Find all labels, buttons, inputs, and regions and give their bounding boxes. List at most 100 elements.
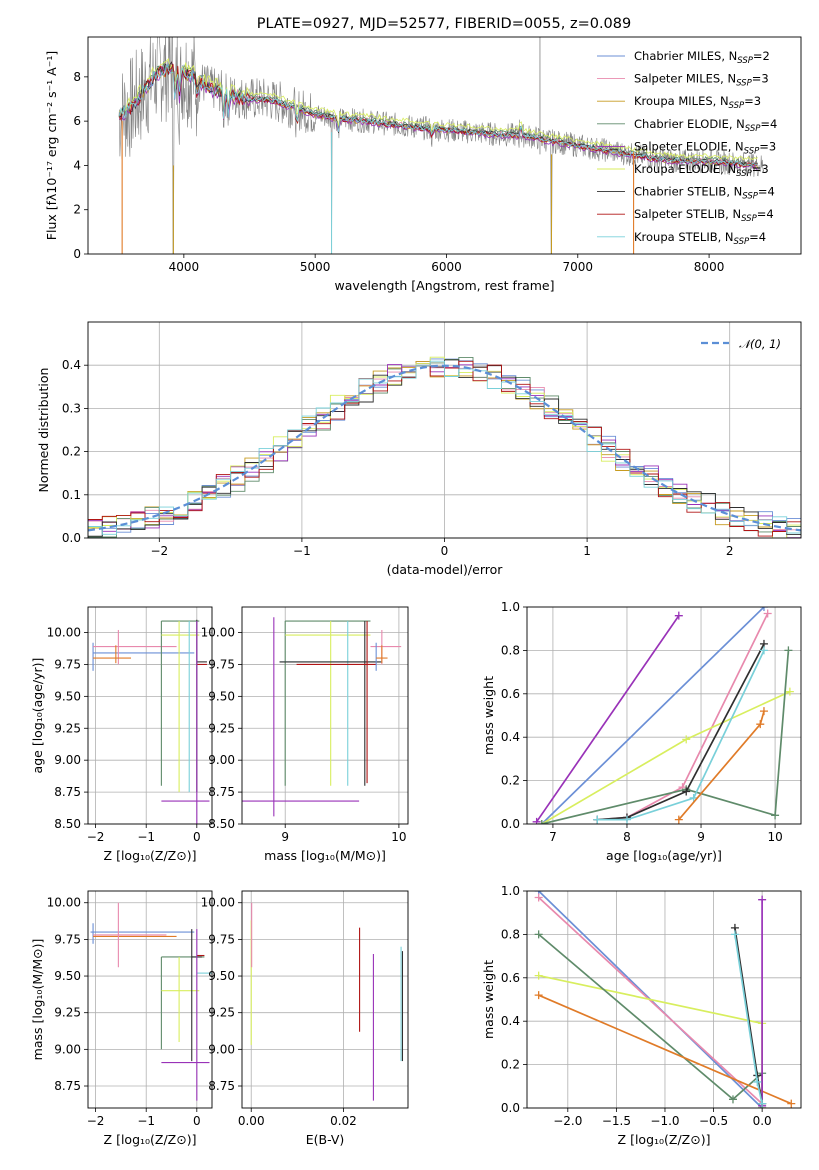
normal-curve [88, 364, 801, 532]
xtick-label-age_vs_Z-0: −2 [87, 830, 105, 844]
legend-label-suffix-kroupa_elodie: =3 [752, 162, 769, 176]
ytick-label-weight_vs_Z-2: 0.4 [501, 1014, 520, 1028]
legend-label-suffix-kroupa_stelib: =4 [749, 230, 766, 244]
ylabel-residuals: Normed distribution [36, 368, 51, 493]
weight_vs_age-line-chabrier_miles-1 [541, 607, 765, 824]
ytick-label-mass_vs_Z-5: 10.00 [47, 896, 81, 910]
ytick-label-residuals-0: 0.0 [62, 531, 81, 545]
legend-label-suffix-salpeter_elodie: =3 [759, 139, 776, 153]
ytick-label-mass_vs_Z-1: 9.00 [54, 1042, 81, 1056]
legend-label-main-kroupa_miles: Kroupa MILES, N [634, 94, 729, 108]
ytick-label-age_vs_mass-1: 8.75 [208, 785, 235, 799]
content-mass_vs_Z [90, 902, 212, 1101]
xtick-label-age_vs_mass-0: 9 [281, 830, 289, 844]
frame-residuals [87, 321, 802, 539]
ytick-label-age_vs_Z-2: 9.00 [54, 753, 81, 767]
legend-label-suffix-salpeter_miles: =3 [752, 72, 769, 86]
legend-label-main-kroupa_stelib: Kroupa STELIB, N [634, 230, 734, 244]
xtick-label-weight_vs_Z-2: −1.0 [650, 1114, 679, 1128]
weight_vs_age-marker-chabrier_miles-1-1 [759, 607, 768, 611]
weight_vs_Z-marker-orange-4-0 [534, 991, 543, 1000]
content-spectrum [118, 37, 765, 254]
weight_vs_age-marker-kroupa_elodie-3-1 [682, 735, 691, 744]
ytick-label-age_vs_Z-4: 9.50 [54, 689, 81, 703]
legend-label-main-chabrier_elodie: Chabrier ELODIE, N [634, 117, 745, 131]
ytick-label-weight_vs_age-3: 0.6 [501, 687, 520, 701]
axes-mass_vs_ebv: 0.00 0.02 8.75 9.00 9.25 9.50 9.75 10.00 E(B-V) [201, 890, 409, 1147]
ytick-label-weight_vs_Z-1: 0.2 [501, 1058, 520, 1072]
legend-label-kroupa_miles: Kroupa MILES, NSSP=3 [634, 94, 761, 111]
legend-label-sub-chabrier_stelib: SSP [742, 192, 758, 202]
weight_vs_age-marker-salpeter_elodie-0-0 [532, 817, 541, 824]
content-mass_vs_ebv [250, 902, 404, 1101]
ytick-label-mass_vs_ebv-2: 9.25 [208, 1006, 235, 1020]
ytick-label-age_vs_Z-6: 10.00 [47, 626, 81, 640]
legend-label-salpeter_miles: Salpeter MILES, NSSP=3 [634, 72, 769, 89]
axes-weight_vs_age: 7 8 9 10 0.0 0.2 0.4 0.6 0.8 1.0 age [log₁₀(age/yr… [481, 600, 802, 863]
legend-label-kroupa_stelib: Kroupa STELIB, NSSP=4 [634, 230, 766, 247]
ytick-label-age_vs_Z-5: 9.75 [54, 657, 81, 671]
weight_vs_age-marker-kroupa_stelib-6-0 [593, 815, 602, 824]
ytick-label-residuals-3: 0.3 [62, 401, 81, 415]
ytick-label-mass_vs_ebv-0: 8.75 [208, 1079, 235, 1093]
weight_vs_age-marker-salpeter_miles-2-3 [763, 609, 772, 618]
weight_vs_age-marker-kroupa_stelib-6-3 [759, 646, 768, 655]
xtick-label-residuals-3: 1 [583, 544, 591, 558]
legend-label-salpeter_elodie: Salpeter ELODIE, NSSP=3 [634, 139, 776, 156]
weight_vs_Z-marker-salpeter_miles-1-0 [534, 893, 543, 902]
ytick-label-weight_vs_Z-0: 0.0 [501, 1101, 520, 1115]
xtick-label-spectrum-1: 5000 [300, 260, 331, 274]
xtick-label-residuals-4: 2 [726, 544, 734, 558]
ytick-label-age_vs_mass-0: 8.50 [208, 817, 235, 831]
frame-spectrum [87, 36, 802, 255]
legend-label-main-salpeter_elodie: Salpeter ELODIE, N [634, 139, 744, 153]
xtick-label-weight_vs_Z-1: −1.5 [602, 1114, 631, 1128]
xtick-label-mass_vs_Z-0: −2 [87, 1114, 105, 1128]
legend-label-sub-chabrier_elodie: SSP [745, 124, 761, 134]
xtick-label-spectrum-3: 7000 [563, 260, 594, 274]
ytick-label-spectrum-1: 2 [73, 203, 81, 217]
ylabel-spectrum: Flux [fλ10⁻¹⁷ erg cm⁻² s⁻¹ A⁻¹] [44, 51, 59, 240]
axes-age_vs_mass: 9 10 8.50 8.75 9.00 9.25 9.50 9.75 10.00 mass [lo… [201, 606, 409, 863]
xtick-label-weight_vs_age-1: 8 [623, 830, 631, 844]
ytick-label-residuals-4: 0.4 [62, 358, 81, 372]
frame-age_vs_mass [241, 606, 409, 825]
ytick-label-mass_vs_Z-0: 8.75 [54, 1079, 81, 1093]
weight_vs_age-line-chabrier_elodie-4 [541, 650, 790, 824]
legend-label-main-chabrier_miles: Chabrier MILES, N [634, 49, 737, 63]
content-weight_vs_Z [534, 891, 796, 1108]
ytick-label-age_vs_mass-2: 9.00 [208, 753, 235, 767]
legend-label-main-salpeter_miles: Salpeter MILES, N [634, 72, 736, 86]
legend-normal-label: 𝒩(0, 1) [739, 337, 781, 351]
ytick-label-mass_vs_ebv-3: 9.50 [208, 969, 235, 983]
xtick-label-mass_vs_ebv-0: 0.00 [238, 1114, 265, 1128]
ytick-label-age_vs_Z-3: 9.25 [54, 721, 81, 735]
weight_vs_age-marker-chabrier_elodie-4-3 [784, 646, 793, 655]
legend-label-sub-chabrier_miles: SSP [737, 56, 753, 66]
spectrum-model-salpeter_elodie [119, 65, 758, 170]
ytick-label-spectrum-2: 4 [73, 158, 81, 172]
weight_vs_Z-marker-chabrier_elodie-3-0 [534, 930, 543, 939]
ylabel-mass_vs_Z: mass [log₁₀(M/M⊙)] [30, 939, 45, 1061]
weight_vs_age-marker-salpeter_elodie-0-1 [674, 611, 683, 620]
weight_vs_Z-line-salpeter_miles-1 [538, 896, 763, 1105]
frame-mass_vs_ebv [241, 890, 409, 1109]
weight_vs_Z-marker-kroupa_stelib-7-0 [730, 930, 739, 939]
ytick-label-mass_vs_ebv-1: 9.00 [208, 1042, 235, 1056]
xtick-label-spectrum-2: 6000 [431, 260, 462, 274]
weight_vs_Z-line-kroupa_elodie-2 [538, 974, 763, 1108]
axes-age_vs_Z: −2 −1 0 8.50 8.75 9.00 9.25 9.50 9.75 10.00 Z [log… [30, 606, 213, 863]
weight_vs_age-marker-orange-7-0 [674, 815, 683, 824]
ytick-label-mass_vs_Z-2: 9.25 [54, 1006, 81, 1020]
ytick-label-age_vs_mass-5: 9.75 [208, 657, 235, 671]
ytick-label-age_vs_mass-4: 9.50 [208, 689, 235, 703]
ytick-label-residuals-1: 0.1 [62, 488, 81, 502]
legend-label-suffix-kroupa_miles: =3 [744, 94, 761, 108]
xlabel-mass_vs_ebv: E(B-V) [306, 1132, 345, 1147]
xtick-label-age_vs_Z-2: 0 [193, 830, 201, 844]
xlabel-spectrum: wavelength [Angstrom, rest frame] [334, 278, 554, 293]
xtick-label-weight_vs_age-2: 9 [697, 830, 705, 844]
xtick-label-mass_vs_Z-1: −1 [137, 1114, 155, 1128]
weight_vs_age-line-kroupa_stelib-6 [597, 650, 765, 821]
legend-label-suffix-chabrier_miles: =2 [753, 49, 770, 63]
